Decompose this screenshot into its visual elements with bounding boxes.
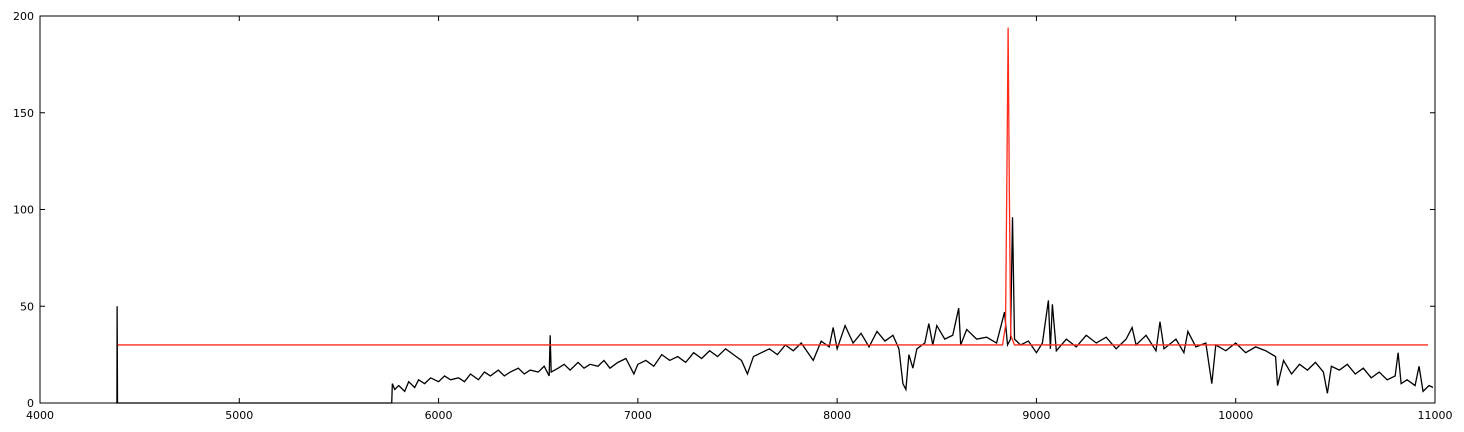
x-tick-label: 8000	[823, 409, 851, 422]
y-tick-label: 150	[13, 107, 34, 120]
x-tick-label: 6000	[425, 409, 453, 422]
series-line	[117, 27, 1429, 346]
x-tick-label: 11000	[1418, 409, 1453, 422]
y-tick-label: 200	[13, 10, 34, 23]
y-tick-label: 0	[27, 397, 34, 410]
x-tick-label: 10000	[1218, 409, 1253, 422]
y-tick-label: 50	[20, 300, 34, 313]
series-line	[115, 217, 1434, 404]
y-tick-label: 100	[13, 204, 34, 217]
x-tick-label: 4000	[26, 409, 54, 422]
x-tick-label: 9000	[1022, 409, 1050, 422]
x-tick-label: 5000	[225, 409, 253, 422]
x-tick-label: 7000	[624, 409, 652, 422]
